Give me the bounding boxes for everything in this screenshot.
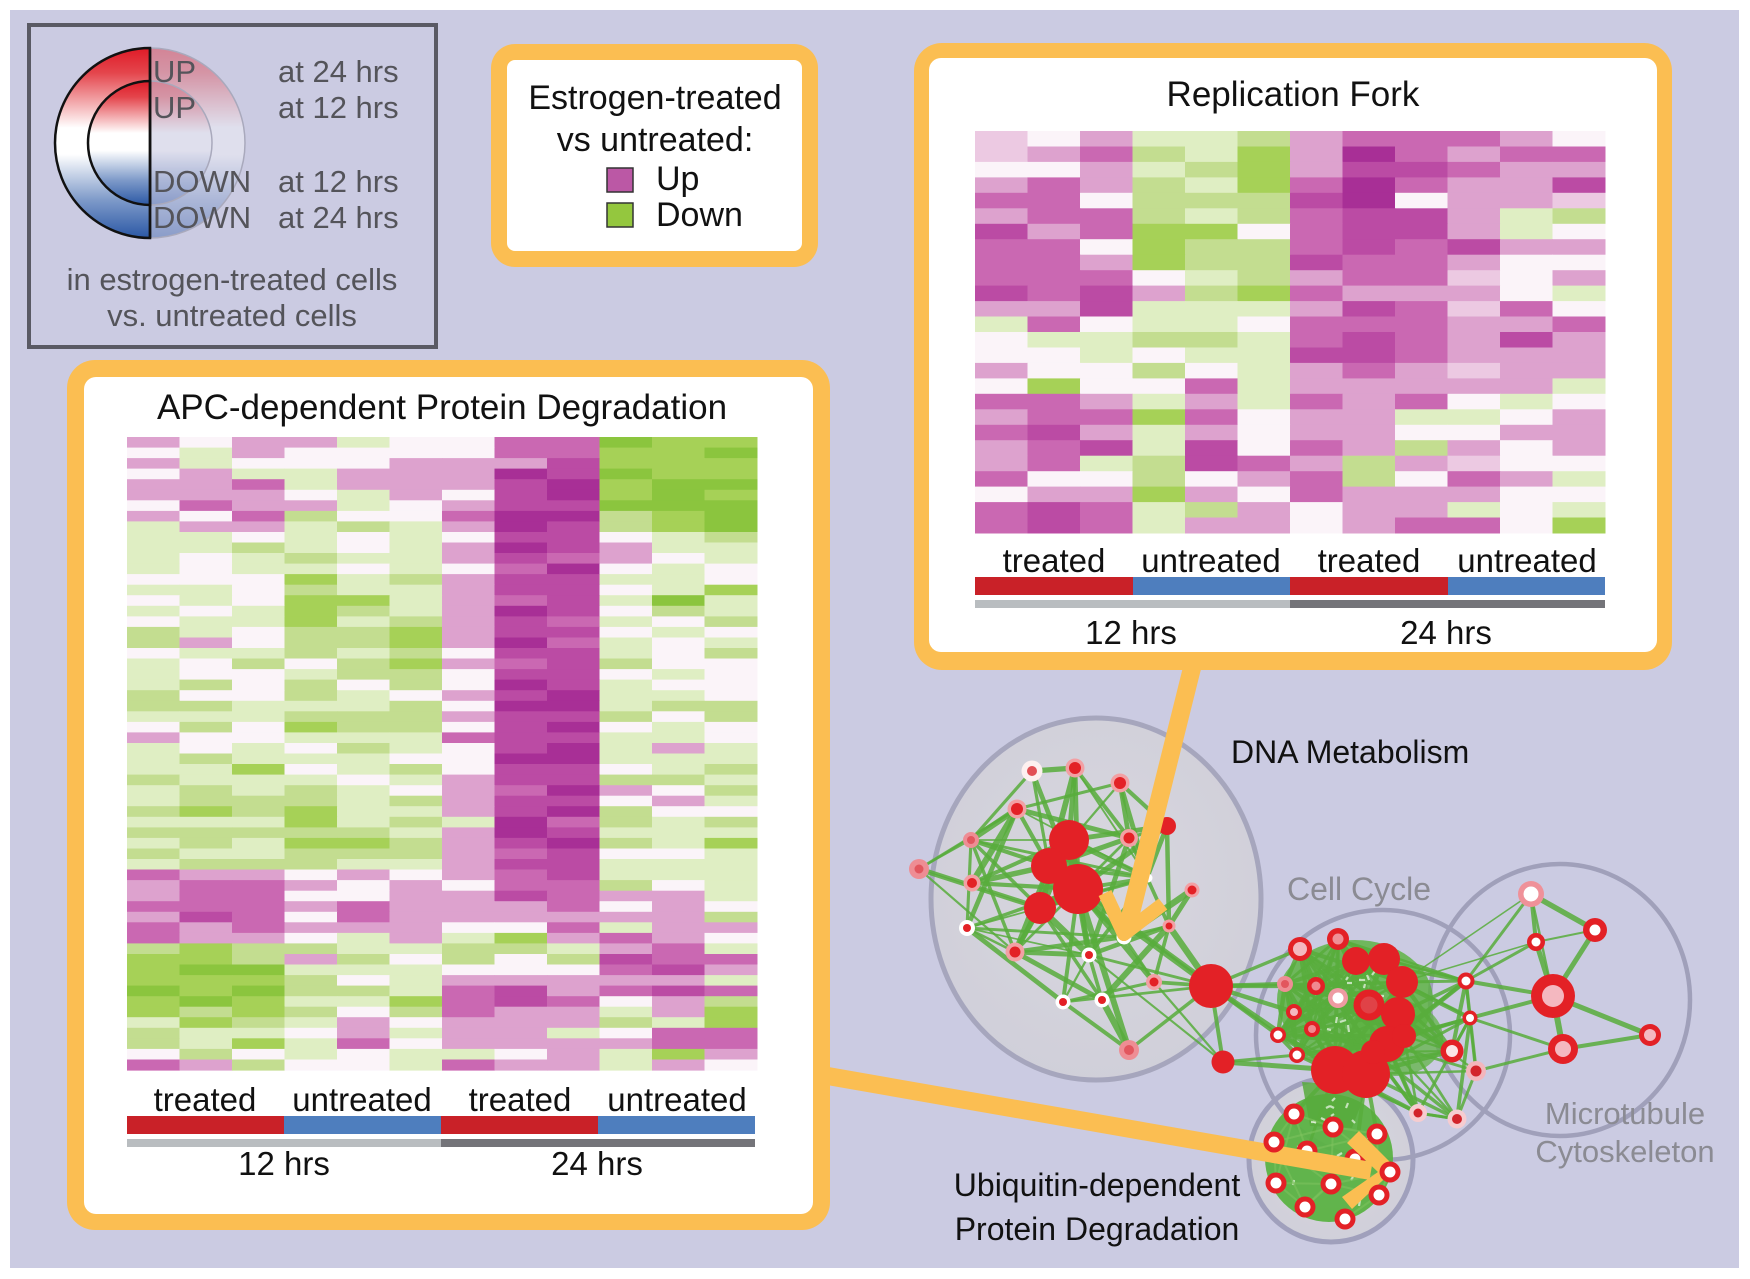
svg-text:at 24 hrs: at 24 hrs (278, 54, 399, 89)
svg-text:vs untreated:: vs untreated: (557, 121, 754, 159)
svg-text:24 hrs: 24 hrs (1400, 614, 1492, 651)
svg-text:UP: UP (153, 90, 196, 125)
svg-text:Cytoskeleton: Cytoskeleton (1535, 1134, 1714, 1169)
svg-text:Estrogen-treated: Estrogen-treated (528, 79, 781, 117)
svg-text:DNA Metabolism: DNA Metabolism (1231, 734, 1469, 770)
svg-text:APC-dependent Protein Degradat: APC-dependent Protein Degradation (157, 388, 727, 427)
svg-text:Ubiquitin-dependent: Ubiquitin-dependent (954, 1167, 1241, 1203)
svg-text:treated: treated (154, 1081, 257, 1118)
svg-text:untreated: untreated (607, 1081, 746, 1118)
svg-text:24 hrs: 24 hrs (551, 1145, 643, 1182)
svg-text:untreated: untreated (1141, 542, 1280, 579)
svg-text:Up: Up (656, 160, 699, 198)
svg-text:treated: treated (1003, 542, 1106, 579)
svg-text:UP: UP (153, 54, 196, 89)
svg-text:Down: Down (656, 196, 743, 234)
svg-text:Cell Cycle: Cell Cycle (1287, 871, 1431, 907)
svg-text:treated: treated (469, 1081, 572, 1118)
svg-text:at 12 hrs: at 12 hrs (278, 90, 399, 125)
svg-text:at 12 hrs: at 12 hrs (278, 164, 399, 199)
svg-text:vs. untreated cells: vs. untreated cells (107, 298, 357, 333)
svg-text:Replication Fork: Replication Fork (1167, 75, 1420, 114)
svg-text:12 hrs: 12 hrs (238, 1145, 330, 1182)
svg-text:DOWN: DOWN (153, 200, 251, 235)
svg-text:Microtubule: Microtubule (1545, 1096, 1705, 1131)
svg-text:12 hrs: 12 hrs (1085, 614, 1177, 651)
svg-text:Protein Degradation: Protein Degradation (955, 1211, 1240, 1247)
svg-text:treated: treated (1318, 542, 1421, 579)
svg-text:in estrogen-treated cells: in estrogen-treated cells (67, 262, 398, 297)
svg-text:DOWN: DOWN (153, 164, 251, 199)
svg-text:untreated: untreated (292, 1081, 431, 1118)
svg-text:untreated: untreated (1457, 542, 1596, 579)
svg-text:at 24 hrs: at 24 hrs (278, 200, 399, 235)
